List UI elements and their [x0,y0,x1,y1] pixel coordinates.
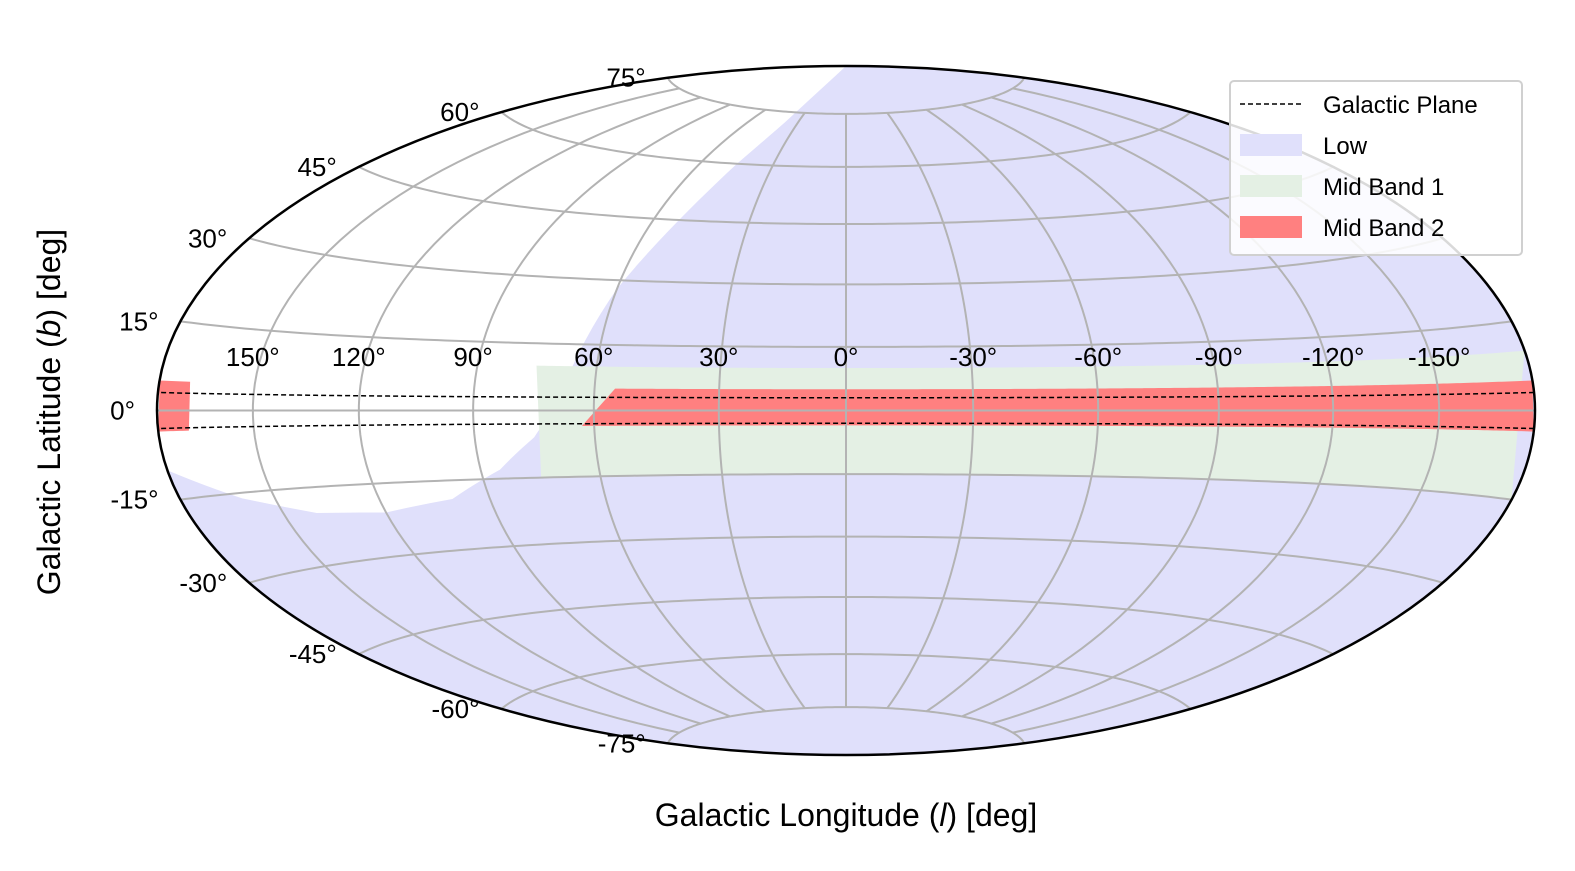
y-tick-label: -30° [179,568,227,598]
legend-label-galactic-plane: Galactic Plane [1323,92,1478,119]
y-tick-label: -15° [111,485,159,515]
y-tick-label: 15° [119,306,158,336]
x-tick-label: 0° [834,342,859,372]
graticule-grid [157,77,1535,744]
x-tick-label: -60° [1074,342,1122,372]
y-tick-label: -60° [432,694,480,724]
galactic-plane-line [157,422,1535,430]
legend-label-mid-band-1: Mid Band 1 [1323,174,1444,201]
grid-meridian [592,108,766,713]
grid-meridian [717,112,806,709]
legend-key-mid-band-2 [1240,216,1302,238]
mid-band-2-region [158,380,1534,432]
legend-key-mid-band-1 [1240,175,1302,197]
x-tick-label: 120° [332,342,386,372]
x-tick-label: 30° [699,342,738,372]
grid-meridian [926,108,1100,713]
x-tick-label: 90° [453,342,492,372]
legend-key-low [1240,134,1302,156]
x-tick-labels: 150° 120° 90° 60° 30° 0° -30° -60° -90° -120° -150… [226,342,1471,372]
y-tick-labels: 75° 60° 45° 30° 15° 0° -15° -30° -45° -60° -75° [110,63,646,759]
x-tick-label: -30° [949,342,997,372]
x-tick-label: -120° [1302,342,1364,372]
y-tick-label: -75° [598,728,646,758]
grid-meridian [357,96,701,725]
legend: Galactic Plane Low Mid Band 1 Mid Band 2 [1229,80,1523,256]
y-tick-label: 75° [606,63,645,93]
y-tick-label: 45° [297,152,336,182]
grid-meridian [472,103,731,718]
grid-meridian [251,87,680,734]
y-tick-label: 30° [188,223,227,253]
x-tick-label: -90° [1195,342,1243,372]
galactic-plane-line [157,391,1535,399]
x-tick-label: 60° [574,342,613,372]
y-tick-label: 60° [440,97,479,127]
grid-meridian [991,96,1335,725]
sky-boundary [155,64,1537,757]
x-tick-label: 150° [226,342,280,372]
legend-label-mid-band-2: Mid Band 2 [1323,215,1444,242]
grid-meridian [886,112,975,709]
legend-frame [1229,80,1523,256]
y-axis-label: Galactic Latitude (b) [deg] [31,229,67,595]
x-axis-label: Galactic Longitude (l) [deg] [655,797,1037,833]
mid-band-2-wrap-area [158,380,191,432]
grid-meridian [961,103,1220,718]
y-tick-label: -45° [289,639,337,669]
galactic-plane-lines [157,391,1535,430]
y-tick-label: 0° [110,396,135,426]
mid-band-2-area [581,380,1534,432]
legend-label-low: Low [1323,133,1368,160]
x-tick-label: -150° [1408,342,1470,372]
